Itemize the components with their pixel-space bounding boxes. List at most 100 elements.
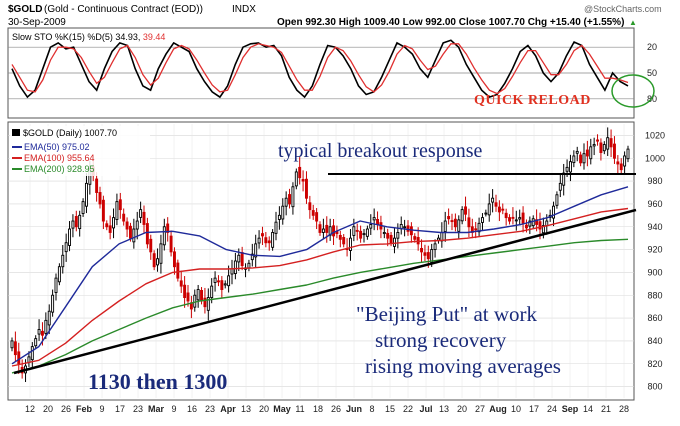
candle: [179, 270, 183, 293]
candle-body: [457, 219, 461, 232]
candle-body: [193, 294, 197, 308]
candle-body: [288, 194, 292, 205]
candle-body: [464, 206, 468, 215]
candle: [274, 211, 278, 241]
candle-body: [365, 228, 369, 237]
candle: [362, 229, 366, 243]
candle-body: [426, 252, 430, 260]
price-tick-label: 960: [647, 199, 662, 209]
x-tick-label: Apr: [220, 404, 236, 414]
candle-body: [13, 341, 17, 356]
candle: [294, 168, 298, 190]
x-tick-label: Aug: [489, 404, 507, 414]
x-tick-label: 9: [171, 404, 176, 414]
candle-body: [139, 209, 143, 218]
candle: [271, 229, 275, 251]
candle-body: [528, 220, 532, 227]
ema100-line: [11, 207, 629, 367]
ohlc-summary: Open 992.30 High 1009.40 Low 992.00 Clos…: [277, 17, 624, 28]
candle-body: [511, 216, 515, 219]
x-tick-label: 23: [205, 404, 215, 414]
candle-body: [565, 166, 569, 172]
candle-body: [524, 224, 528, 229]
candle-body: [579, 154, 583, 164]
candle: [213, 271, 217, 292]
candle: [501, 203, 505, 215]
candle: [172, 247, 176, 275]
candle: [142, 205, 146, 234]
candle: [325, 216, 329, 243]
candle: [612, 136, 616, 164]
candle-body: [315, 212, 319, 222]
candle-body: [68, 228, 72, 246]
candle-body: [78, 214, 82, 230]
exchange: INDX: [232, 4, 256, 15]
candle: [579, 151, 583, 167]
legend-bg: [10, 126, 150, 176]
price-tick-label: 880: [647, 290, 662, 300]
candle-body: [423, 252, 427, 256]
candle: [149, 234, 153, 260]
candle-body: [260, 233, 264, 237]
candle: [284, 191, 288, 216]
candle-body: [599, 142, 603, 153]
candle-body: [332, 225, 336, 237]
candle: [186, 284, 190, 307]
candle-body: [142, 211, 146, 225]
candle-body: [145, 223, 149, 245]
candle: [257, 230, 261, 249]
candle-body: [281, 205, 285, 220]
candle: [487, 193, 491, 222]
candle-body: [298, 166, 302, 179]
candle-body: [54, 277, 58, 293]
candle: [609, 129, 613, 158]
candle-body: [382, 232, 386, 235]
candle: [298, 157, 302, 185]
candle-body: [372, 217, 376, 221]
candle-body: [392, 237, 396, 247]
candle-body: [348, 237, 352, 251]
candle: [511, 207, 515, 225]
candle-body: [585, 149, 589, 157]
candle: [555, 191, 559, 209]
sto-d-line: [11, 43, 629, 95]
candle: [135, 211, 139, 240]
candle: [477, 217, 481, 237]
candle-body: [210, 285, 214, 298]
sto-tick-label: 20: [647, 42, 657, 52]
candle-body: [149, 238, 153, 253]
annotation-quick-reload: QUICK RELOAD: [474, 93, 591, 108]
candle: [193, 289, 197, 312]
candle: [122, 208, 126, 226]
candle: [582, 143, 586, 170]
candle-body: [501, 208, 505, 211]
candle: [433, 239, 437, 258]
candle: [10, 337, 14, 352]
candle-body: [460, 209, 464, 222]
candle: [37, 319, 41, 341]
candle-body: [74, 216, 78, 228]
sto-k-line: [11, 39, 629, 99]
candle-body: [521, 212, 525, 224]
candle-body: [264, 237, 268, 244]
candle-body: [386, 232, 390, 239]
candle-body: [450, 220, 454, 223]
candle-body: [338, 234, 342, 240]
candle: [108, 215, 112, 240]
candle-body: [169, 235, 173, 253]
candle-body: [406, 225, 410, 232]
candle: [233, 253, 237, 280]
candle: [311, 204, 315, 220]
candle: [301, 170, 305, 192]
price-tick-label: 980: [647, 176, 662, 186]
candle-body: [612, 143, 616, 159]
candle: [342, 234, 346, 248]
candle: [406, 220, 410, 236]
candle-body: [443, 220, 447, 232]
x-tick-label: 20: [259, 404, 269, 414]
candle: [152, 250, 156, 271]
candle: [359, 225, 363, 243]
candle-body: [318, 224, 322, 233]
candle-body: [125, 221, 129, 230]
